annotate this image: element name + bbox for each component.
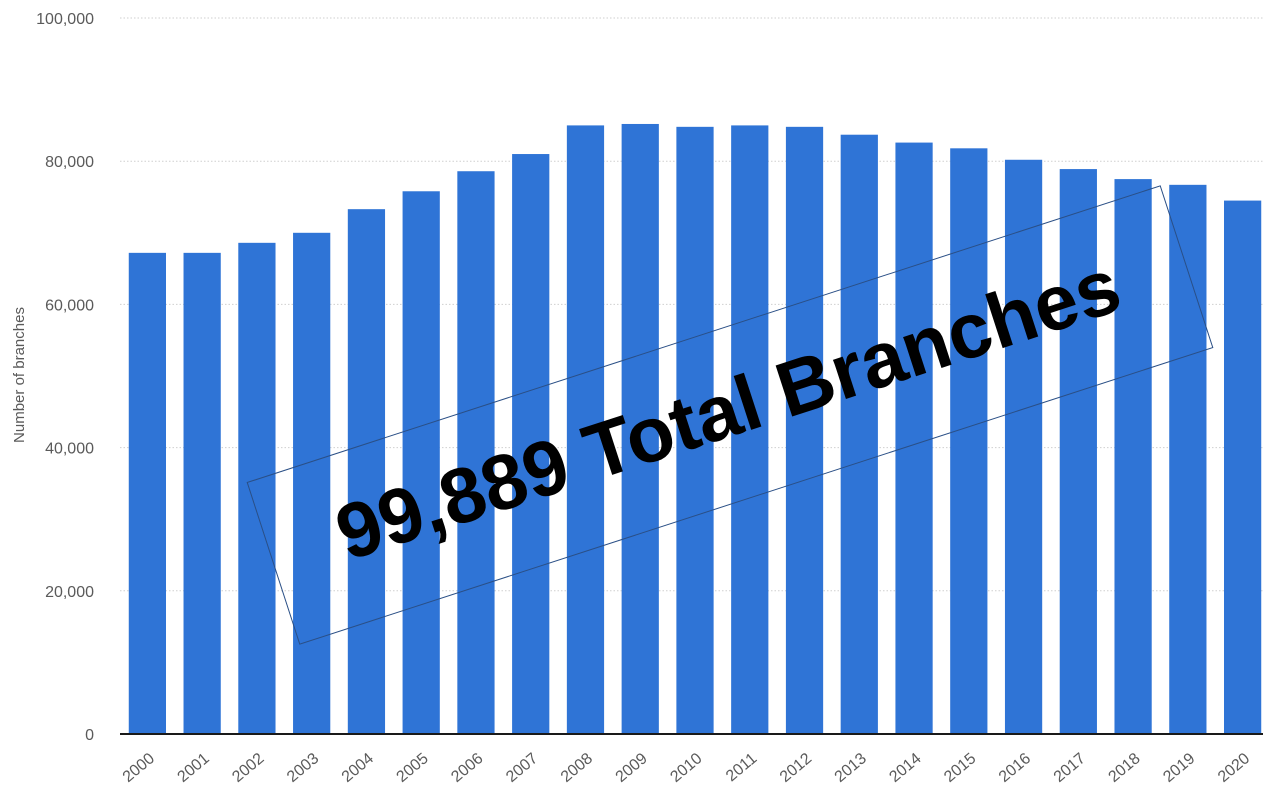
y-tick-label: 60,000 [45,297,94,314]
bar [1114,179,1152,735]
bar [731,125,769,734]
bar [1004,159,1043,734]
y-tick-label: 100,000 [36,11,94,28]
bar [566,125,605,734]
x-tick-label: 2010 [667,750,705,786]
bar [1059,169,1097,735]
x-tick-labels: 2000 2001 2002 2003 2004 2005 2006 2007 2008 2009… [120,750,1254,786]
x-tick-label: 2019 [1160,750,1198,786]
bar [621,123,659,734]
bar [238,242,276,734]
y-axis-title: Number of branches [11,307,28,443]
bar [895,142,933,735]
x-tick-label: 2002 [229,750,267,786]
x-tick-label: 2015 [941,750,979,786]
y-tick-label: 80,000 [45,154,94,171]
x-tick-label: 2014 [886,750,924,786]
x-tick-label: 2018 [1105,750,1143,786]
bar [183,252,221,734]
bar [402,191,440,735]
x-tick-label: 2001 [175,750,213,786]
y-tick-label: 40,000 [45,441,94,458]
x-tick-label: 2000 [120,750,158,786]
x-tick-label: 2016 [996,750,1034,786]
bar [512,154,550,735]
bar [1224,200,1262,734]
bar [457,171,495,734]
x-tick-label: 2017 [1051,750,1089,786]
x-tick-label: 2005 [394,750,432,786]
y-tick-label: 0 [85,727,94,744]
bar [785,126,824,734]
x-tick-label: 2007 [503,750,541,786]
bar [347,209,386,734]
x-tick-label: 2013 [832,750,870,786]
bars [128,123,1262,735]
bar [293,232,331,735]
x-tick-label: 2004 [339,750,377,786]
bar [1169,184,1207,734]
x-tick-label: 2009 [613,750,651,786]
x-tick-label: 2011 [723,750,760,785]
x-tick-label: 2008 [558,750,596,786]
bar [950,148,988,734]
bar [128,252,166,734]
y-tick-label: 20,000 [45,584,94,601]
x-tick-label: 2006 [448,750,486,786]
bar [840,134,878,734]
annotation-box [246,185,1214,645]
x-tick-label: 2020 [1215,750,1253,786]
bar [676,126,714,734]
x-tick-label: 2003 [284,750,322,786]
x-tick-label: 2012 [777,750,815,786]
y-tick-labels: 0 20,000 40,000 60,000 80,000 100,000 [36,11,94,744]
